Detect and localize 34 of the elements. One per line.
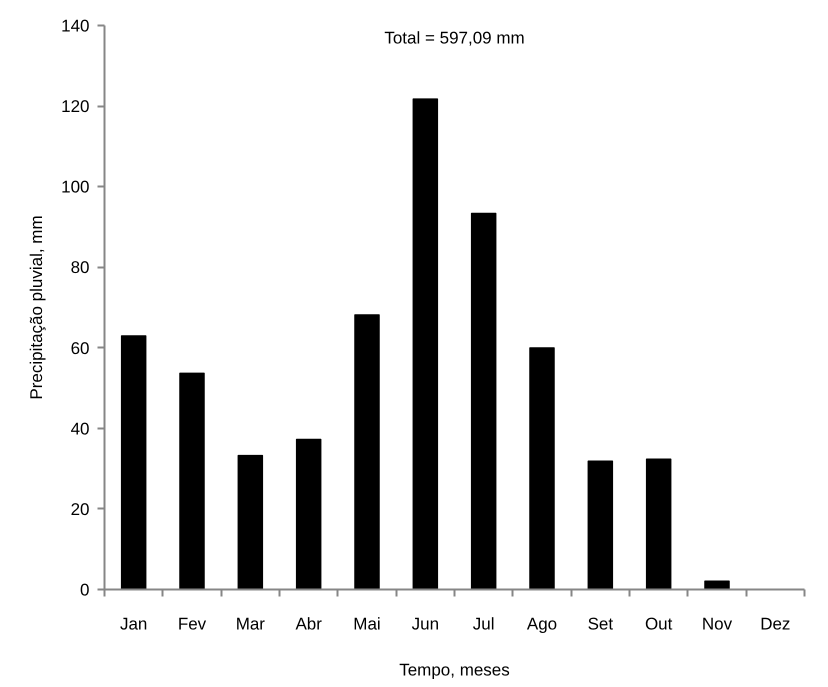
x-tick-label: Abr bbox=[295, 614, 322, 634]
x-tick-label: Jun bbox=[412, 614, 440, 634]
y-tick-label: 40 bbox=[70, 419, 90, 438]
y-tick-label: 20 bbox=[70, 500, 90, 519]
x-tick-label: Out bbox=[644, 614, 673, 634]
annotation: Total = 597,09 mm bbox=[384, 28, 525, 48]
bar bbox=[120, 335, 146, 590]
y-tick-label: 0 bbox=[80, 580, 90, 600]
x-tick-label: Mar bbox=[236, 614, 266, 634]
bar bbox=[470, 212, 496, 590]
x-tick-label: Fev bbox=[178, 614, 207, 634]
x-tick-label: Jul bbox=[472, 614, 495, 634]
bar bbox=[704, 580, 730, 590]
y-tick-label: 120 bbox=[61, 97, 90, 116]
y-tick-label: 140 bbox=[61, 16, 90, 36]
bar bbox=[646, 458, 672, 590]
bar bbox=[412, 98, 438, 590]
y-tick-label: 80 bbox=[70, 258, 90, 278]
x-tick-label: Jan bbox=[120, 614, 148, 634]
bar bbox=[529, 347, 555, 590]
bar bbox=[588, 460, 614, 590]
x-tick-label: Set bbox=[588, 614, 614, 634]
x-axis-title: Tempo, meses bbox=[399, 660, 510, 680]
bar bbox=[354, 314, 380, 590]
bar bbox=[238, 454, 264, 590]
x-tick-label: Nov bbox=[702, 614, 733, 634]
y-axis-title: Precipitação pluvial, mm bbox=[27, 215, 46, 400]
bar bbox=[296, 438, 322, 590]
y-tick-label: 60 bbox=[70, 338, 90, 358]
x-tick-label: Ago bbox=[526, 614, 558, 634]
x-tick-label: Mai bbox=[353, 614, 381, 634]
y-tick-label: 100 bbox=[61, 178, 90, 197]
x-tick-label: Dez bbox=[760, 614, 790, 634]
bar bbox=[179, 372, 205, 590]
